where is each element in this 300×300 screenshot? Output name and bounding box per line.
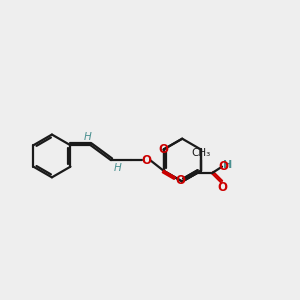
Text: O: O xyxy=(159,143,169,156)
Text: H: H xyxy=(113,163,121,172)
Text: H: H xyxy=(83,132,91,142)
Text: O: O xyxy=(175,174,185,187)
Text: O: O xyxy=(218,160,228,173)
Text: H: H xyxy=(223,160,232,170)
Text: O: O xyxy=(217,181,227,194)
Text: O: O xyxy=(141,154,151,166)
Text: CH₃: CH₃ xyxy=(191,148,210,158)
